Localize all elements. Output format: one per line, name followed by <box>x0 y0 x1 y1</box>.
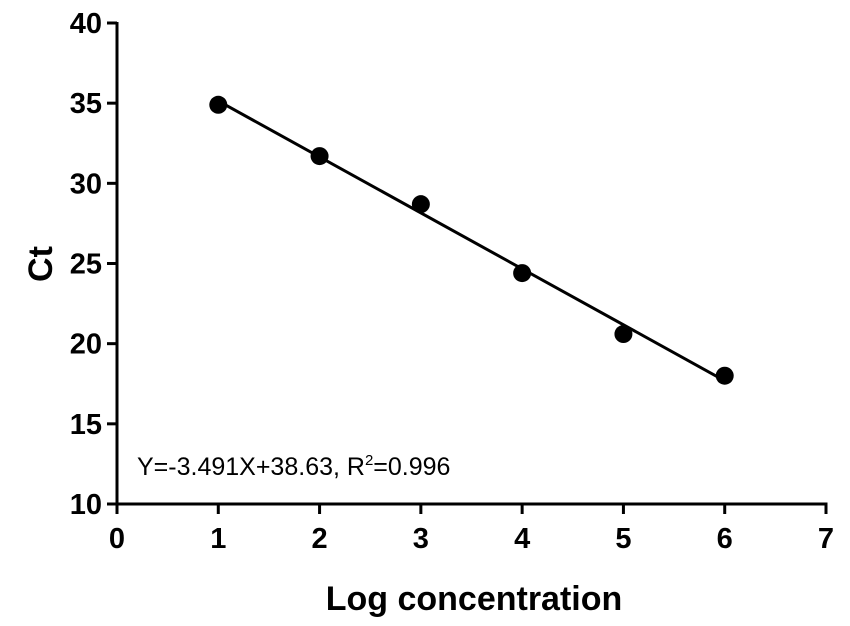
x-tick-label: 5 <box>615 523 631 555</box>
equation-text: Y=-3.491X+38.63, R <box>137 453 365 481</box>
r-squared-value: =0.996 <box>373 453 450 481</box>
x-tick-label: 3 <box>413 523 429 555</box>
y-tick-label: 40 <box>70 8 102 40</box>
y-tick-label: 10 <box>70 489 102 521</box>
x-tick-label: 2 <box>312 523 328 555</box>
y-axis-ticks: 10 15 20 25 30 35 40 <box>70 8 117 521</box>
data-point <box>614 325 633 344</box>
data-point <box>715 366 734 385</box>
x-tick-label: 0 <box>109 523 125 555</box>
y-tick-label: 20 <box>70 329 102 361</box>
data-point <box>513 264 532 283</box>
data-points <box>209 95 734 385</box>
x-tick-label: 1 <box>210 523 226 555</box>
data-point <box>310 147 329 166</box>
axes <box>115 22 828 506</box>
x-axis-title: Log concentration <box>326 580 623 618</box>
x-axis-ticks: 0 1 2 3 4 5 6 7 <box>109 504 834 555</box>
r-squared-superscript: 2 <box>365 452 373 469</box>
x-tick-label: 7 <box>818 523 834 555</box>
data-point <box>209 95 228 114</box>
regression-equation: Y=-3.491X+38.63, R2=0.996 <box>137 452 450 481</box>
regression-line <box>217 99 726 383</box>
y-tick-label: 35 <box>70 88 102 120</box>
y-axis-title: Ct <box>22 246 60 282</box>
y-tick-label: 15 <box>70 409 102 441</box>
data-point <box>411 195 430 214</box>
y-tick-label: 30 <box>70 168 102 200</box>
x-tick-label: 4 <box>514 523 530 555</box>
x-tick-label: 6 <box>717 523 733 555</box>
y-tick-label: 25 <box>70 249 102 281</box>
